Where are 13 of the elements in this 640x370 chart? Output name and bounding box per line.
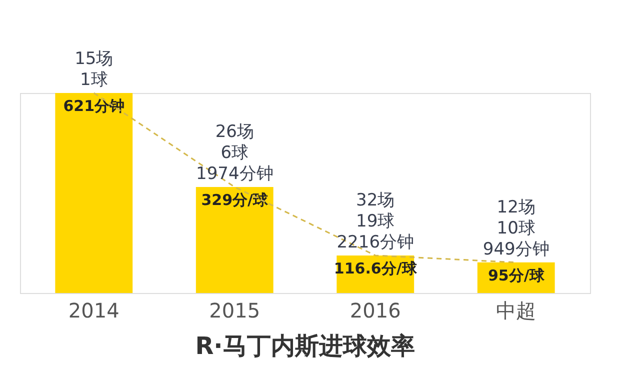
x-tick-label: 2014	[68, 298, 120, 322]
annotation: 12场 10球 949分钟	[482, 197, 550, 260]
data-label: 95分/球	[488, 266, 546, 284]
bar	[55, 93, 133, 293]
x-tick-label: 2015	[209, 298, 260, 322]
annotation: 15场 1球	[74, 49, 114, 90]
annotation: 32场 19球 2216分钟	[336, 190, 414, 252]
x-tick-label: 中超	[496, 298, 536, 322]
text: R·马丁内斯进球效率	[195, 332, 415, 360]
bar	[196, 187, 274, 293]
annotation: 26场 6球 1974分钟	[196, 122, 274, 184]
data-label: 621分钟	[63, 97, 125, 115]
x-tick-label: 2016	[350, 298, 401, 322]
